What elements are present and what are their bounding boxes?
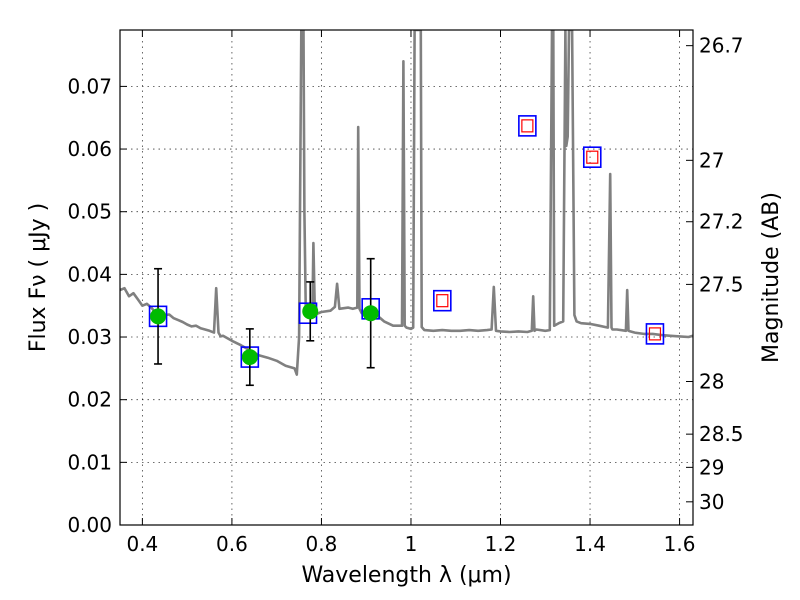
- model-spectrum-line: [120, 30, 693, 376]
- plot-data: [120, 30, 693, 387]
- x-tick-label: 1.4: [574, 532, 606, 556]
- model-band-square: [582, 146, 602, 168]
- x-tick-label: 0.6: [216, 532, 248, 556]
- grid: [120, 30, 693, 526]
- x-tick-label: 1.6: [664, 532, 696, 556]
- model-band-square: [645, 323, 665, 345]
- y2-tick-label: 27.5: [699, 272, 744, 296]
- y2-tick-label: 26.7: [699, 34, 744, 58]
- y-tick-label: 0.01: [67, 450, 112, 474]
- y-tick-label: 0.02: [67, 388, 112, 412]
- axis-ticks: 0.4 0.6 0.8 1 1.2 1.4 1.6 0.00 0.01 0.02 0.03 0.04 0…: [67, 30, 744, 556]
- x-axis-label: Wavelength λ (μm): [301, 563, 511, 588]
- x-tick-label: 0.8: [306, 532, 338, 556]
- y2-tick-label: 28.5: [699, 422, 744, 446]
- y-tick-label: 0.03: [67, 325, 112, 349]
- y2-axis-label: Magnitude (AB): [759, 192, 784, 363]
- y-axis-label: Flux Fν ( μJy ): [26, 203, 51, 352]
- upper-limit-square: [586, 150, 599, 164]
- y-tick-label: 0.06: [67, 137, 112, 161]
- photometry-point: [362, 305, 379, 322]
- upper-limit-square: [648, 327, 662, 341]
- upper-limit-square: [521, 119, 534, 133]
- y2-tick-label: 29: [699, 455, 724, 479]
- y-tick-label: 0.00: [67, 513, 112, 537]
- x-tick-label: 1.2: [485, 532, 517, 556]
- model-band-square: [433, 289, 452, 312]
- photometry-point: [302, 303, 319, 320]
- y-tick-label: 0.04: [67, 262, 112, 286]
- photometry-point: [150, 308, 167, 325]
- y2-tick-label: 28: [699, 370, 724, 394]
- plot-frame: [119, 29, 694, 526]
- y-tick-label: 0.07: [67, 74, 112, 98]
- y2-tick-label: 30: [699, 490, 724, 514]
- photometry-point: [241, 349, 258, 366]
- x-tick-label: 0.4: [126, 532, 158, 556]
- model-band-square: [518, 115, 537, 137]
- y2-tick-label: 27.2: [699, 210, 744, 234]
- y-tick-label: 0.05: [67, 200, 112, 224]
- x-tick-label: 1: [405, 532, 418, 556]
- y2-tick-label: 27: [699, 148, 724, 172]
- upper-limit-square: [436, 294, 449, 308]
